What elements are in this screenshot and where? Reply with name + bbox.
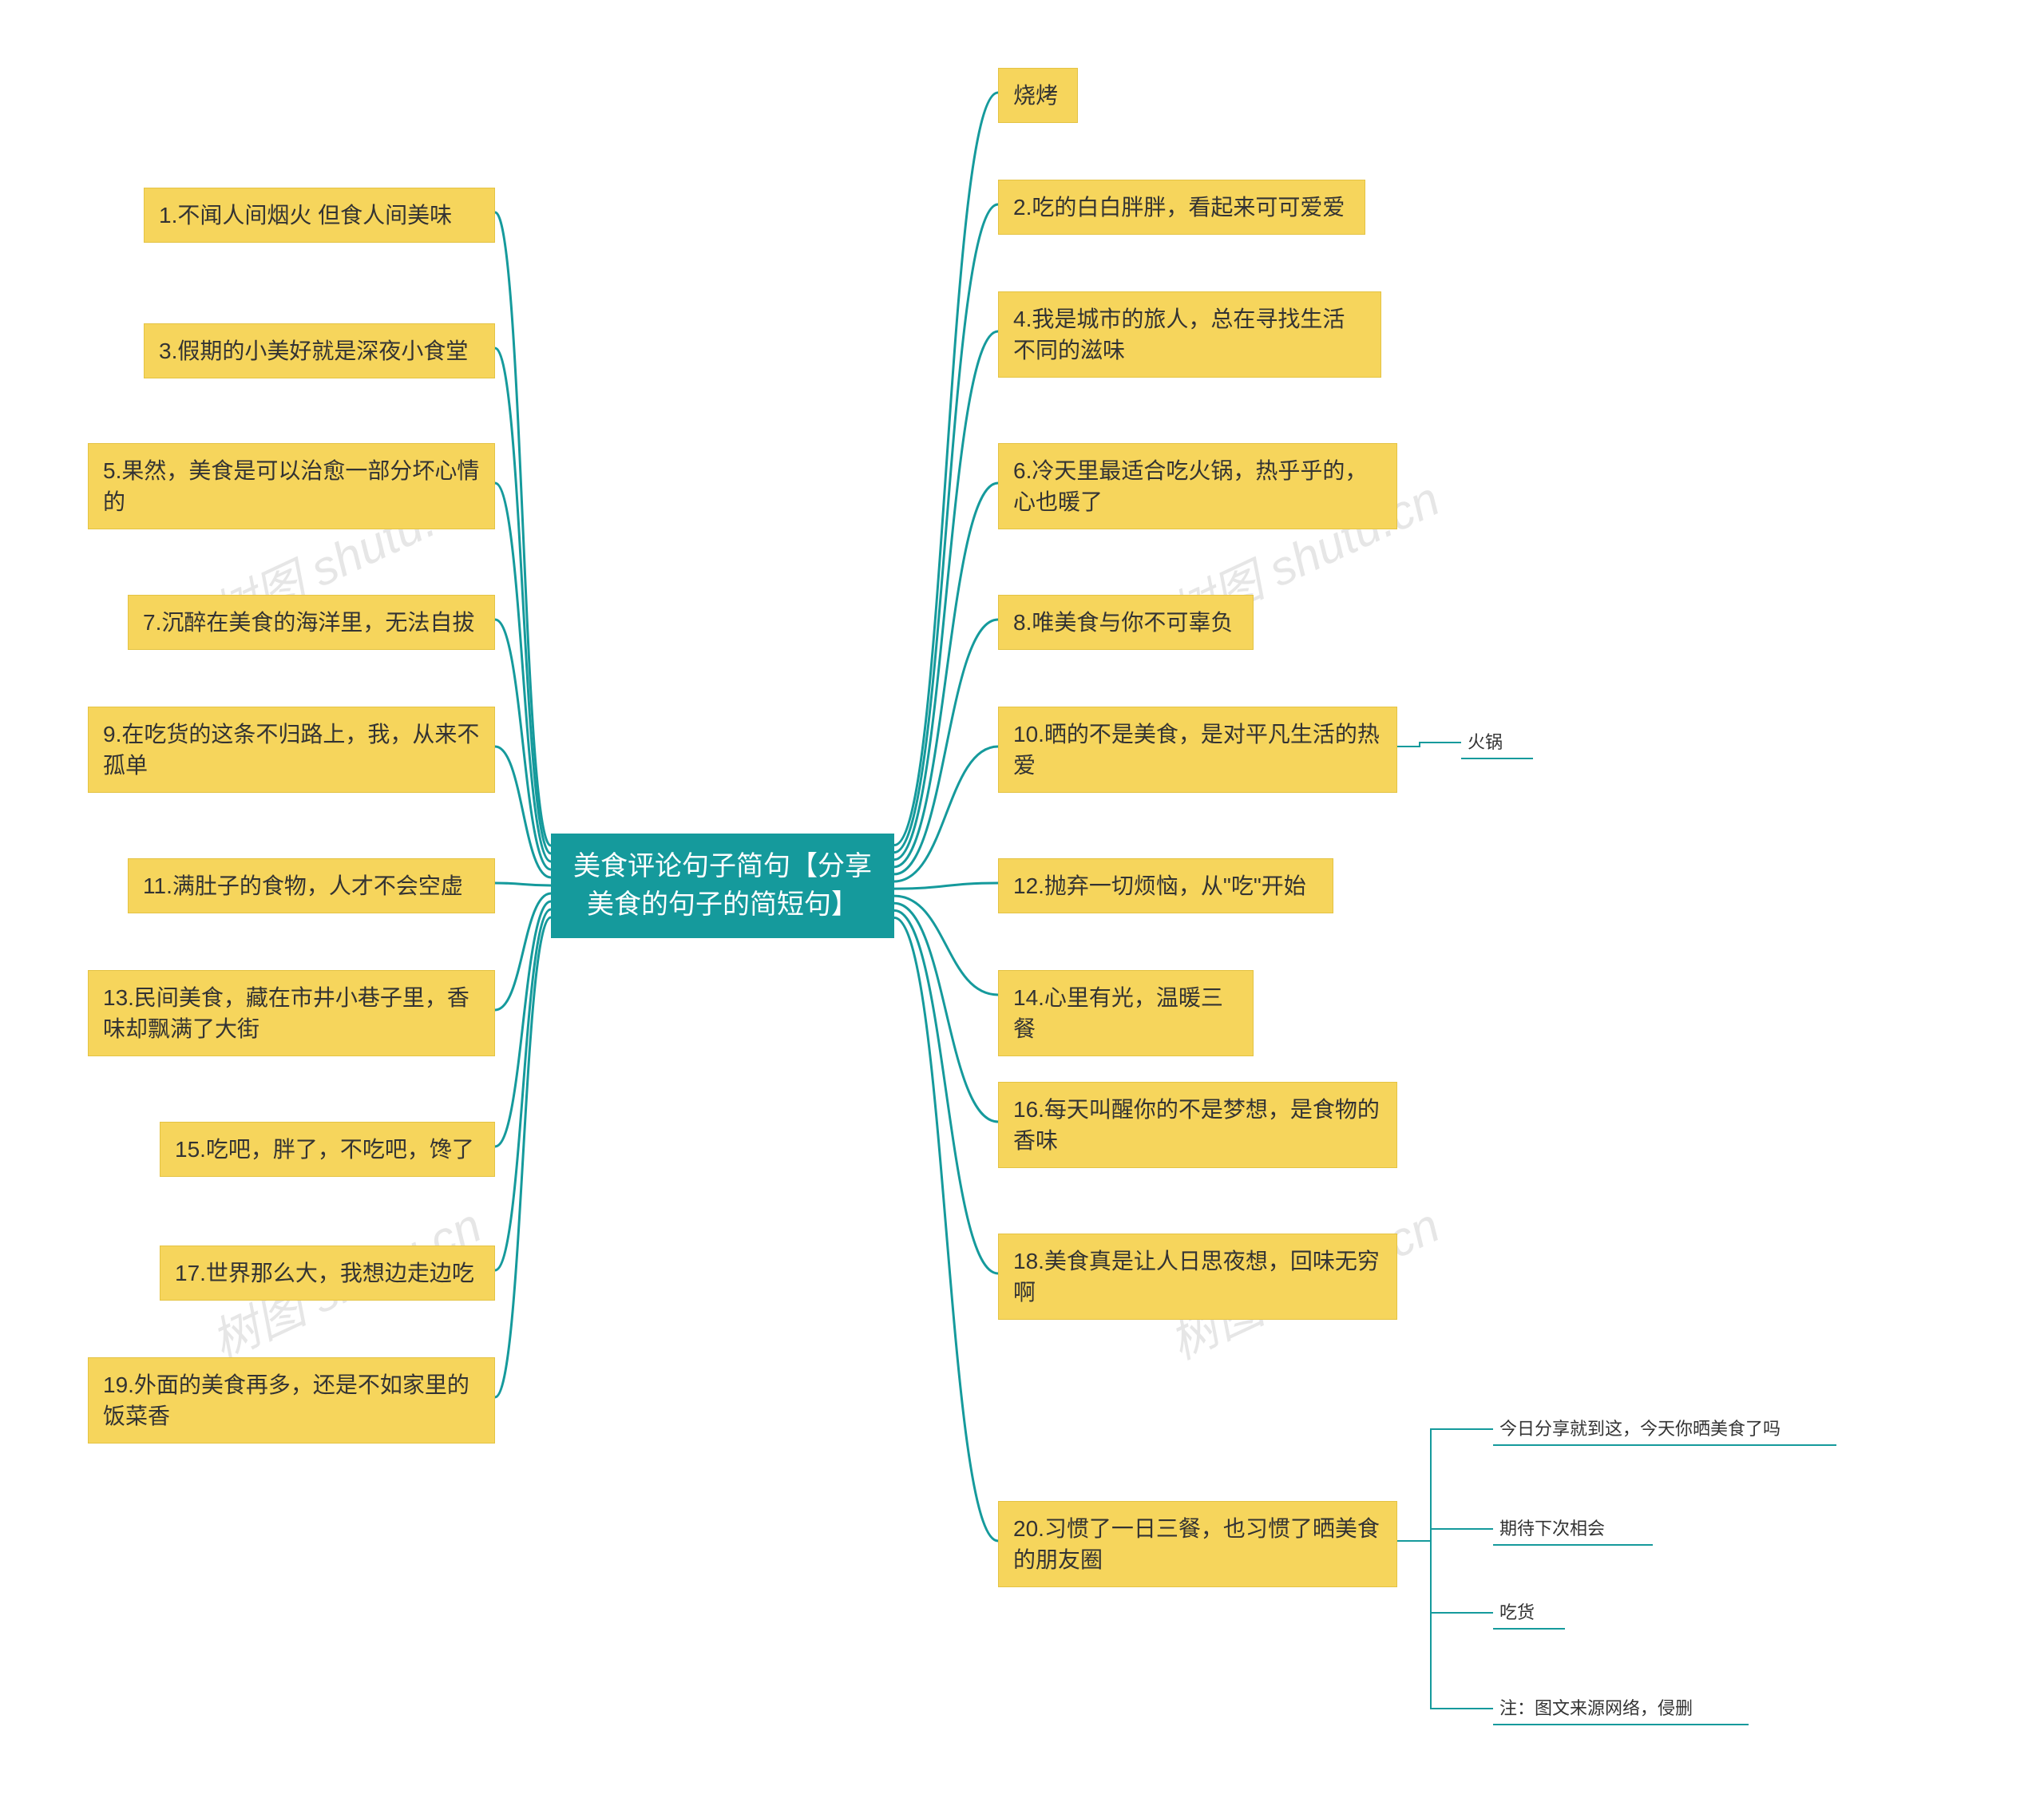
node-label: 3.假期的小美好就是深夜小食堂	[159, 335, 468, 366]
node-R10[interactable]: 10.晒的不是美食，是对平凡生活的热爱	[998, 707, 1397, 793]
node-label: 15.吃吧，胖了，不吃吧，馋了	[175, 1134, 474, 1165]
node-R20a[interactable]: 今日分享就到这，今天你晒美食了吗	[1493, 1413, 1836, 1445]
node-label: 吃货	[1499, 1601, 1535, 1626]
node-label: 13.民间美食，藏在市井小巷子里，香味却飘满了大街	[103, 982, 480, 1044]
node-R8[interactable]: 8.唯美食与你不可辜负	[998, 595, 1254, 650]
node-R20b[interactable]: 期待下次相会	[1493, 1513, 1653, 1545]
mindmap-canvas: 树图 shutu.cn树图 shutu.cn树图 shutu.cn树图 shut…	[0, 0, 2044, 1802]
node-label: 12.抛弃一切烦恼，从"吃"开始	[1013, 870, 1306, 901]
node-L13[interactable]: 13.民间美食，藏在市井小巷子里，香味却飘满了大街	[88, 970, 495, 1056]
node-label: 9.在吃货的这条不归路上，我，从来不孤单	[103, 719, 480, 781]
node-R14[interactable]: 14.心里有光，温暖三餐	[998, 970, 1254, 1056]
node-label: 14.心里有光，温暖三餐	[1013, 982, 1238, 1044]
node-L11[interactable]: 11.满肚子的食物，人才不会空虚	[128, 858, 495, 913]
node-label: 烧烤	[1013, 80, 1058, 111]
node-label: 火锅	[1468, 731, 1503, 755]
node-R2[interactable]: 2.吃的白白胖胖，看起来可可爱爱	[998, 180, 1365, 235]
node-root[interactable]: 美食评论句子简句【分享美食的句子的简短句】	[551, 834, 894, 938]
node-R0[interactable]: 烧烤	[998, 68, 1078, 123]
node-L19[interactable]: 19.外面的美食再多，还是不如家里的饭菜香	[88, 1357, 495, 1444]
node-L17[interactable]: 17.世界那么大，我想边走边吃	[160, 1246, 495, 1301]
node-R20d[interactable]: 注：图文来源网络，侵删	[1493, 1693, 1749, 1725]
node-label: 注：图文来源网络，侵删	[1499, 1697, 1693, 1721]
node-label: 1.不闻人间烟火 但食人间美味	[159, 200, 452, 231]
node-label: 期待下次相会	[1499, 1517, 1605, 1542]
node-L5[interactable]: 5.果然，美食是可以治愈一部分坏心情的	[88, 443, 495, 529]
node-R18[interactable]: 18.美食真是让人日思夜想，回味无穷啊	[998, 1234, 1397, 1320]
node-label: 10.晒的不是美食，是对平凡生活的热爱	[1013, 719, 1382, 781]
node-label: 17.世界那么大，我想边走边吃	[175, 1257, 474, 1289]
node-label: 20.习惯了一日三餐，也习惯了晒美食的朋友圈	[1013, 1513, 1382, 1575]
node-label: 5.果然，美食是可以治愈一部分坏心情的	[103, 455, 480, 517]
node-R6[interactable]: 6.冷天里最适合吃火锅，热乎乎的，心也暖了	[998, 443, 1397, 529]
node-R4[interactable]: 4.我是城市的旅人，总在寻找生活不同的滋味	[998, 291, 1381, 378]
node-R10a[interactable]: 火锅	[1461, 727, 1533, 758]
node-R16[interactable]: 16.每天叫醒你的不是梦想，是食物的香味	[998, 1082, 1397, 1168]
node-label: 19.外面的美食再多，还是不如家里的饭菜香	[103, 1369, 480, 1432]
node-label: 18.美食真是让人日思夜想，回味无穷啊	[1013, 1246, 1382, 1308]
node-label: 7.沉醉在美食的海洋里，无法自拔	[143, 607, 474, 638]
node-label: 8.唯美食与你不可辜负	[1013, 607, 1233, 638]
node-L15[interactable]: 15.吃吧，胖了，不吃吧，馋了	[160, 1122, 495, 1177]
node-R20c[interactable]: 吃货	[1493, 1597, 1565, 1629]
node-R20[interactable]: 20.习惯了一日三餐，也习惯了晒美食的朋友圈	[998, 1501, 1397, 1587]
node-L1[interactable]: 1.不闻人间烟火 但食人间美味	[144, 188, 495, 243]
node-L7[interactable]: 7.沉醉在美食的海洋里，无法自拔	[128, 595, 495, 650]
node-label: 今日分享就到这，今天你晒美食了吗	[1499, 1417, 1781, 1442]
node-label: 11.满肚子的食物，人才不会空虚	[143, 870, 463, 901]
node-L3[interactable]: 3.假期的小美好就是深夜小食堂	[144, 323, 495, 378]
node-label: 2.吃的白白胖胖，看起来可可爱爱	[1013, 192, 1345, 223]
node-R12[interactable]: 12.抛弃一切烦恼，从"吃"开始	[998, 858, 1333, 913]
node-label: 16.每天叫醒你的不是梦想，是食物的香味	[1013, 1094, 1382, 1156]
node-label: 美食评论句子简句【分享美食的句子的简短句】	[568, 848, 877, 924]
node-label: 4.我是城市的旅人，总在寻找生活不同的滋味	[1013, 303, 1366, 366]
node-L9[interactable]: 9.在吃货的这条不归路上，我，从来不孤单	[88, 707, 495, 793]
node-label: 6.冷天里最适合吃火锅，热乎乎的，心也暖了	[1013, 455, 1382, 517]
